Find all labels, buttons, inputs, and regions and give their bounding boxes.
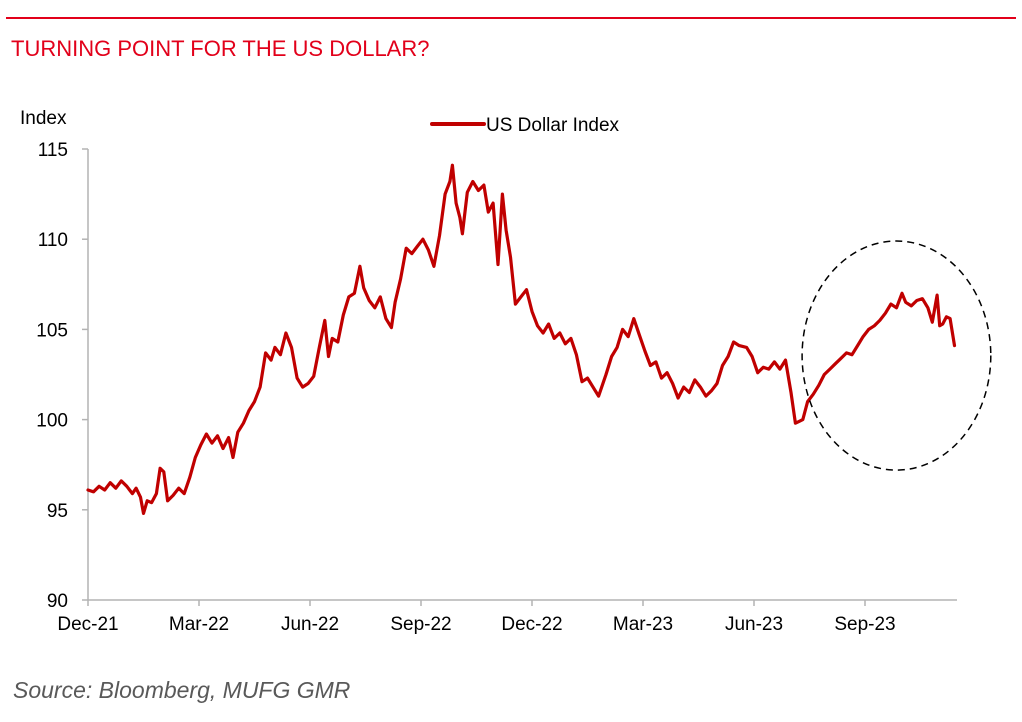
highlight-ellipse — [801, 240, 992, 471]
x-tick-label: Jun-23 — [725, 614, 783, 635]
y-axis: 90 95 100 105 110 115 — [36, 140, 89, 612]
source-note: Source: Bloomberg, MUFG GMR — [13, 677, 351, 703]
y-tick-label: 90 — [47, 591, 68, 612]
header-rule — [6, 17, 1016, 19]
y-axis-label: Index — [20, 108, 67, 129]
x-tick-label: Mar-22 — [169, 614, 229, 635]
legend: US Dollar Index — [430, 115, 620, 136]
x-tick-label: Jun-22 — [281, 614, 339, 635]
legend-label: US Dollar Index — [486, 115, 620, 136]
y-tick-label: 105 — [36, 320, 68, 341]
series-line-us-dollar-index — [86, 163, 957, 516]
y-tick-label: 110 — [38, 230, 68, 251]
chart-title: TURNING POINT FOR THE US DOLLAR? — [11, 36, 430, 61]
y-tick-label: 95 — [47, 501, 68, 522]
y-tick-label: 100 — [36, 411, 68, 432]
x-tick-label: Mar-23 — [613, 614, 673, 635]
y-tick-label: 115 — [38, 140, 68, 161]
x-tick-label: Sep-22 — [390, 614, 451, 635]
x-axis: Dec-21 Mar-22 Jun-22 Sep-22 Dec-22 Mar-23 Jun-… — [57, 599, 957, 635]
series-layer — [86, 163, 957, 516]
annotation-layer — [801, 240, 992, 471]
chart: Index US Dollar Index 90 95 100 105 110 115 D… — [20, 108, 992, 635]
x-tick-label: Dec-21 — [57, 614, 118, 635]
x-tick-label: Sep-23 — [834, 614, 895, 635]
x-tick-label: Dec-22 — [501, 614, 562, 635]
